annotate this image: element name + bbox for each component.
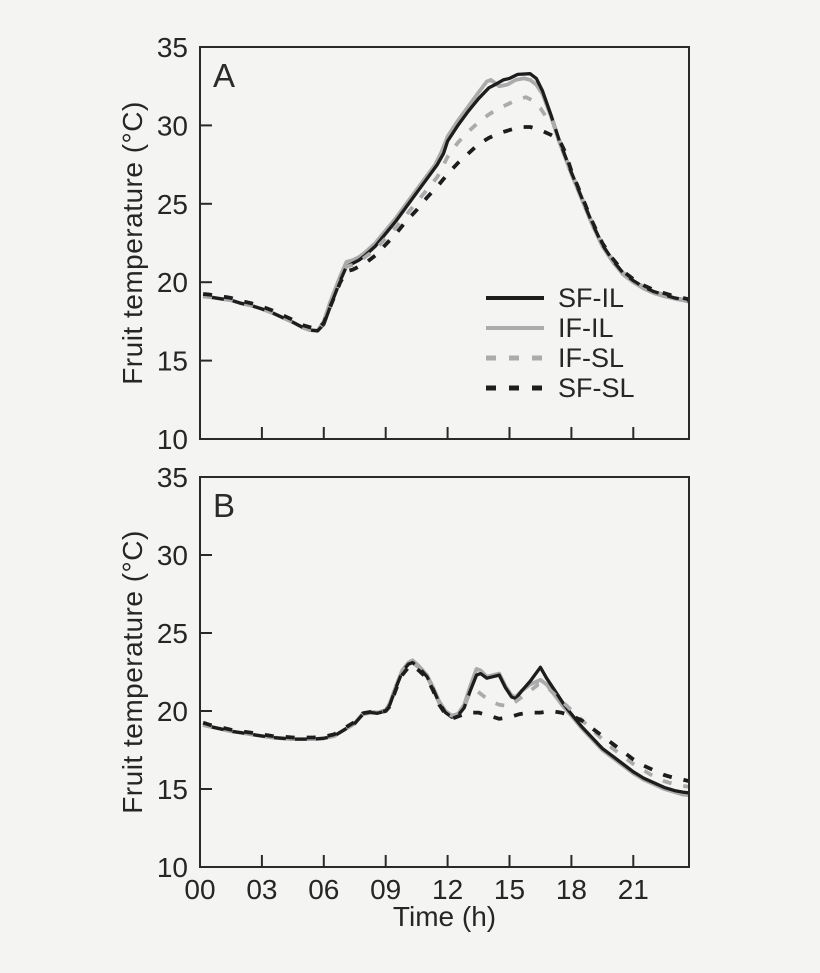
- legend-label: SF-SL: [558, 373, 635, 403]
- y-tick-label: 20: [157, 267, 188, 298]
- x-tick-label: 09: [370, 874, 401, 905]
- legend-item-sf-il: SF-IL: [486, 283, 676, 313]
- x-tick-label: 21: [618, 874, 649, 905]
- panel-b: 10 15 20 25 30 35 00 03 06 09 12 15 18 21: [157, 462, 690, 905]
- panel-b-y-axis-title: Fruit temperature (°C): [117, 530, 148, 814]
- legend-item-if-sl: IF-SL: [486, 343, 676, 373]
- series-if-sl-panel-b: [202, 660, 690, 789]
- x-tick-label: 00: [184, 874, 215, 905]
- legend-line-swatch: [486, 355, 544, 361]
- legend-line-swatch: [486, 385, 544, 391]
- legend-line-swatch: [486, 326, 544, 330]
- y-tick-label: 10: [157, 424, 188, 455]
- series-sf-sl-panel-a: [202, 125, 690, 332]
- panel-a-y-axis-title: Fruit temperature (°C): [117, 101, 148, 385]
- y-tick-label: 20: [157, 696, 188, 727]
- y-tick-label: 35: [157, 462, 188, 493]
- legend-label: IF-SL: [558, 343, 625, 373]
- series-if-il-panel-b: [202, 658, 690, 798]
- legend: SF-IL IF-IL IF-SL SF-SL: [486, 283, 676, 403]
- series-if-sl-panel-a: [202, 95, 690, 333]
- panel-a-frame: [199, 46, 690, 440]
- legend-item-sf-sl: SF-SL: [486, 373, 676, 403]
- y-tick-label: 25: [157, 618, 188, 649]
- y-tick-label: 15: [157, 346, 188, 377]
- legend-label: SF-IL: [558, 283, 625, 313]
- legend-item-if-il: IF-IL: [486, 313, 676, 343]
- series-sf-il-panel-b: [202, 660, 690, 795]
- legend-label: IF-IL: [558, 313, 614, 343]
- y-tick-label: 25: [157, 189, 188, 220]
- x-tick-label: 12: [432, 874, 463, 905]
- x-tick-label: 18: [556, 874, 587, 905]
- series-sf-sl-panel-b: [202, 663, 690, 784]
- legend-line-swatch: [486, 296, 544, 300]
- x-axis-title: Time (h): [392, 901, 497, 932]
- panel-b-frame: [199, 476, 690, 868]
- y-tick-label: 30: [157, 540, 188, 571]
- panel-a: 10 15 20 25 30 35: [157, 32, 690, 455]
- panel-a-letter: A: [213, 57, 236, 94]
- x-tick-label: 06: [308, 874, 339, 905]
- y-tick-label: 35: [157, 32, 188, 63]
- x-tick-label: 03: [246, 874, 277, 905]
- y-tick-label: 10: [157, 852, 188, 883]
- panel-b-letter: B: [213, 487, 236, 524]
- y-tick-label: 30: [157, 110, 188, 141]
- x-tick-label: 15: [494, 874, 525, 905]
- y-tick-label: 15: [157, 774, 188, 805]
